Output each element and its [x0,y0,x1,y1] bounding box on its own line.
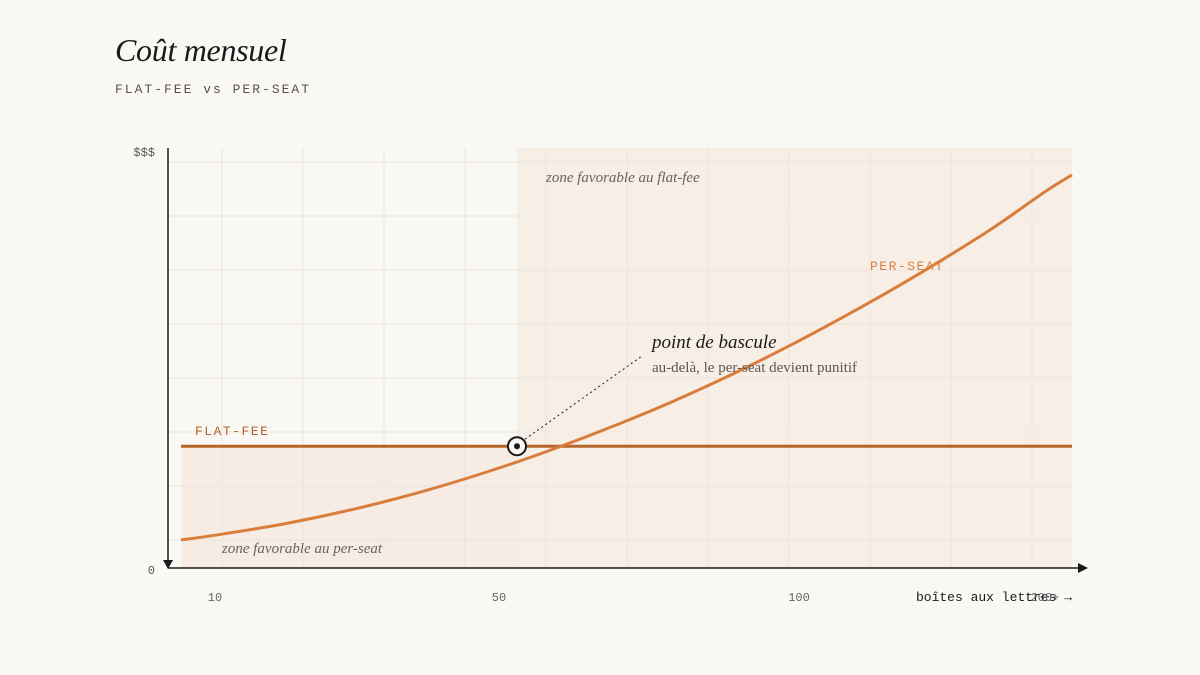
tipping-point-dot [514,443,520,450]
x-tick-label: 10 [208,591,222,605]
chart-subtitle: FLAT-FEE vs PER-SEAT [115,82,312,97]
tipping-point-note: au-delà, le per-seat devient punitif [652,360,857,376]
series-label-per-seat: PER-SEAT [870,259,944,274]
y-ticks: 0 [148,564,155,578]
favorable-zones [181,148,1072,568]
x-axis-label: boîtes aux lettres → [916,590,1072,605]
x-tick-label: 200+ [1031,591,1060,605]
zone-per-seat-label: zone favorable au per-seat [221,541,383,557]
chart-title: Coût mensuel [115,32,287,68]
y-axis-label: $$$ [133,146,155,160]
x-tick-label: 50 [492,591,506,605]
x-axis-arrow [1078,563,1088,573]
x-tick-label: 100 [788,591,810,605]
series [180,173,1073,542]
zone-flat-fee-label: zone favorable au flat-fee [545,170,700,186]
grid [168,148,1072,568]
tipping-point-leader [524,355,643,440]
series-line-per-seat [180,173,1073,542]
zone-zone-favorable-au-per-seat [181,446,517,568]
tipping-point-title: point de bascule [650,332,777,353]
series-label-flat-fee: FLAT-FEE [195,424,269,439]
y-axis-arrow [163,560,173,569]
x-ticks: 10 50 100 200+ [208,591,1060,605]
y-tick-label: 0 [148,564,155,578]
zone-zone-favorable-au-flat-fee [517,148,1072,568]
